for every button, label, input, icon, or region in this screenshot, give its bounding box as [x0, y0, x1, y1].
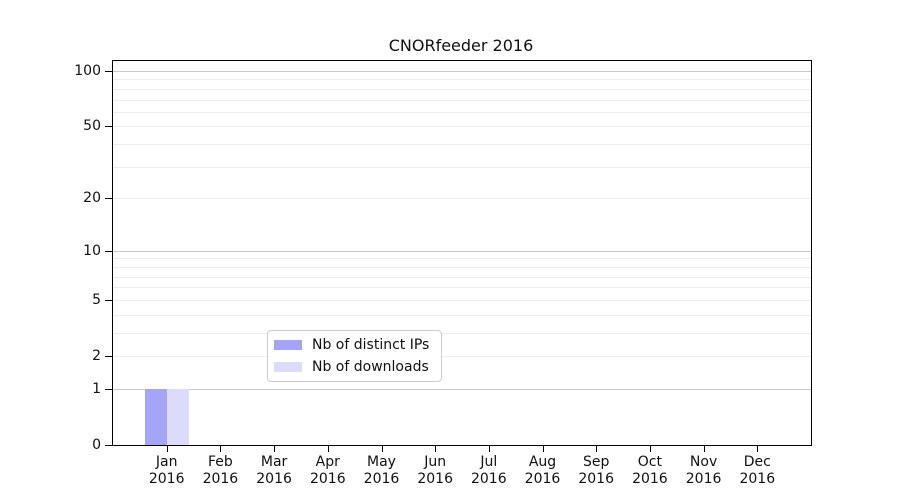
y-gridline-minor [113, 287, 811, 289]
y-gridline-minor [113, 126, 811, 128]
x-tick-mark [542, 446, 544, 452]
x-tick-mark [274, 446, 276, 452]
y-gridline-minor [113, 79, 811, 81]
y-tick-mark [105, 250, 112, 252]
y-tick-label: 10 [83, 242, 101, 259]
bar-nb-of-distinct-ips [144, 388, 167, 445]
y-gridline-minor [113, 144, 811, 146]
x-tick-label: Oct 2016 [632, 454, 668, 487]
x-tick-mark [649, 446, 651, 452]
legend-label: Nb of distinct IPs [312, 337, 430, 353]
y-tick-label: 5 [92, 291, 101, 308]
x-tick-mark [327, 446, 329, 452]
y-gridline-minor [113, 99, 811, 101]
x-tick-mark [488, 446, 490, 452]
x-tick-label: Mar 2016 [256, 454, 292, 487]
x-tick-label: Apr 2016 [309, 454, 346, 487]
y-tick-label: 50 [83, 118, 101, 135]
x-tick-label: Sep 2016 [578, 454, 614, 487]
y-tick-mark [105, 71, 112, 72]
y-gridline-minor [113, 266, 811, 268]
y-tick-mark [105, 388, 112, 390]
y-gridline-minor [113, 356, 811, 357]
legend-label: Nb of downloads [312, 359, 429, 375]
x-tick-label: Jan 2016 [148, 454, 185, 487]
y-tick-label: 20 [83, 190, 101, 207]
y-gridline-minor [113, 299, 811, 301]
legend-row: Nb of downloads [274, 359, 429, 375]
x-tick-mark [166, 446, 168, 452]
x-tick-label: Feb 2016 [202, 454, 239, 487]
x-tick-mark [381, 446, 383, 452]
x-tick-mark [757, 446, 759, 452]
y-tick-mark [105, 299, 112, 301]
y-gridline-minor [113, 166, 811, 168]
y-gridline-minor [113, 276, 811, 278]
bar-nb-of-downloads [166, 388, 189, 445]
x-tick-mark [596, 446, 598, 452]
x-tick-mark [703, 446, 705, 452]
y-tick-mark [105, 126, 112, 128]
x-tick-label: Nov 2016 [685, 454, 722, 487]
x-tick-label: Aug 2016 [524, 454, 561, 487]
x-tick-label: Jul 2016 [470, 454, 507, 487]
chart-title: CNORfeeder 2016 [388, 36, 534, 55]
x-tick-label: May 2016 [363, 454, 400, 487]
y-tick-label: 2 [92, 348, 101, 364]
y-gridline-minor [113, 111, 811, 113]
plot-area: 0 1 2 5 10 20 50 100 Jan 2016 Feb 2016 Mar 2016 Apr… [74, 60, 812, 487]
legend-row: Nb of distinct IPs [274, 337, 429, 353]
y-tick-mark [105, 445, 112, 446]
y-gridline-minor [113, 258, 811, 260]
x-tick-label: Jun 2016 [417, 454, 453, 487]
y-gridline-major [113, 250, 811, 252]
y-tick-label: 0 [92, 437, 101, 453]
y-tick-label: 1 [92, 380, 101, 397]
legend-swatch [274, 362, 302, 372]
y-gridline-minor [113, 88, 811, 90]
x-tick-label: Dec 2016 [739, 454, 776, 487]
y-gridline-major [113, 71, 811, 72]
x-tick-mark [220, 446, 222, 452]
y-gridline-minor [113, 314, 811, 316]
y-gridline-minor [113, 332, 811, 334]
y-tick-label: 100 [74, 63, 101, 79]
x-tick-mark [435, 446, 437, 452]
y-gridline-major [113, 388, 811, 390]
y-tick-mark [105, 356, 112, 357]
y-tick-mark [105, 198, 112, 200]
y-gridline-minor [113, 198, 811, 200]
legend: Nb of distinct IPs Nb of downloads [267, 330, 443, 382]
legend-swatch [274, 340, 302, 350]
